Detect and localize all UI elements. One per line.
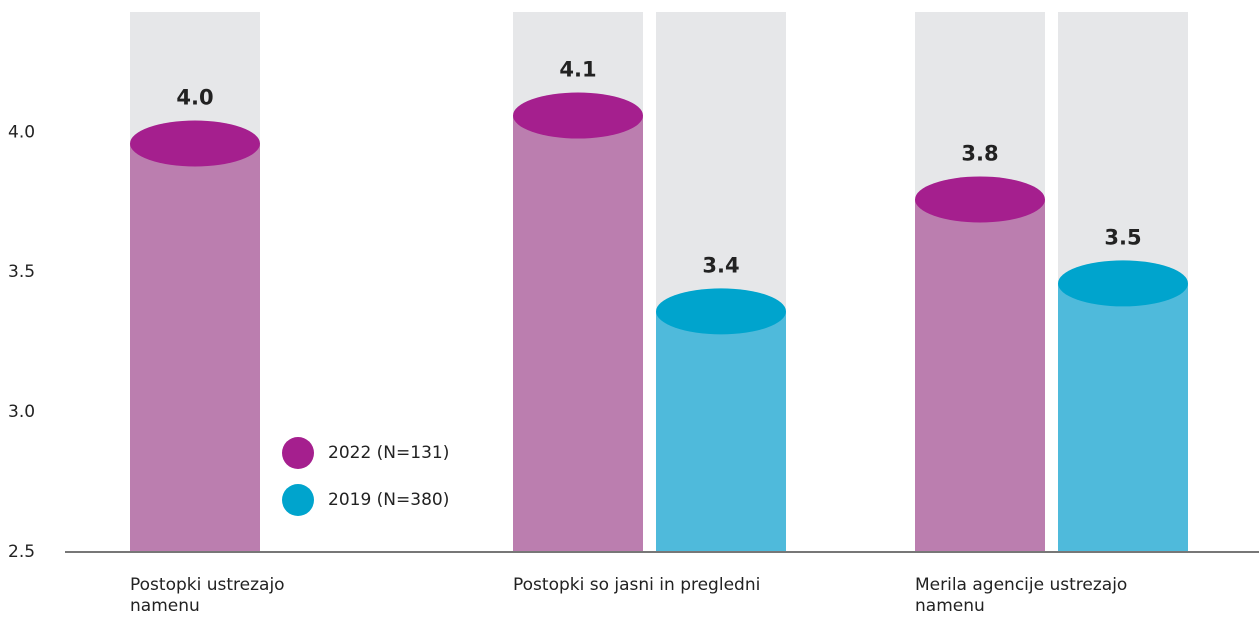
legend-label: 2022 (N=131) <box>328 443 449 463</box>
bar <box>1058 283 1188 552</box>
y-tick-label: 4.0 <box>8 122 35 142</box>
bar <box>915 199 1045 553</box>
x-tick-label: Postopki so jasni in pregledni <box>513 575 761 595</box>
bar-cap <box>656 288 786 335</box>
bar <box>130 143 260 552</box>
legend-label: 2019 (N=380) <box>328 490 449 510</box>
value-label: 3.8 <box>961 141 998 165</box>
bar <box>513 115 643 552</box>
y-tick-label: 3.5 <box>8 262 35 282</box>
value-label: 3.4 <box>702 253 739 277</box>
bar-cap <box>1058 260 1188 307</box>
x-tick-label: Merila agencije ustrezajo namenu <box>915 575 1128 616</box>
y-tick-label: 2.5 <box>8 542 35 562</box>
y-tick-label: 3.0 <box>8 402 35 422</box>
legend-swatch <box>282 484 314 516</box>
bar-cap <box>513 92 643 139</box>
value-label: 4.0 <box>176 86 213 110</box>
value-label: 3.5 <box>1104 225 1141 249</box>
value-label: 4.1 <box>559 58 596 82</box>
bar-cap <box>915 176 1045 223</box>
bar <box>656 311 786 552</box>
legend-swatch <box>282 437 314 469</box>
bar-cap <box>130 120 260 167</box>
x-tick-label: Postopki ustrezajo namenu <box>130 575 285 616</box>
